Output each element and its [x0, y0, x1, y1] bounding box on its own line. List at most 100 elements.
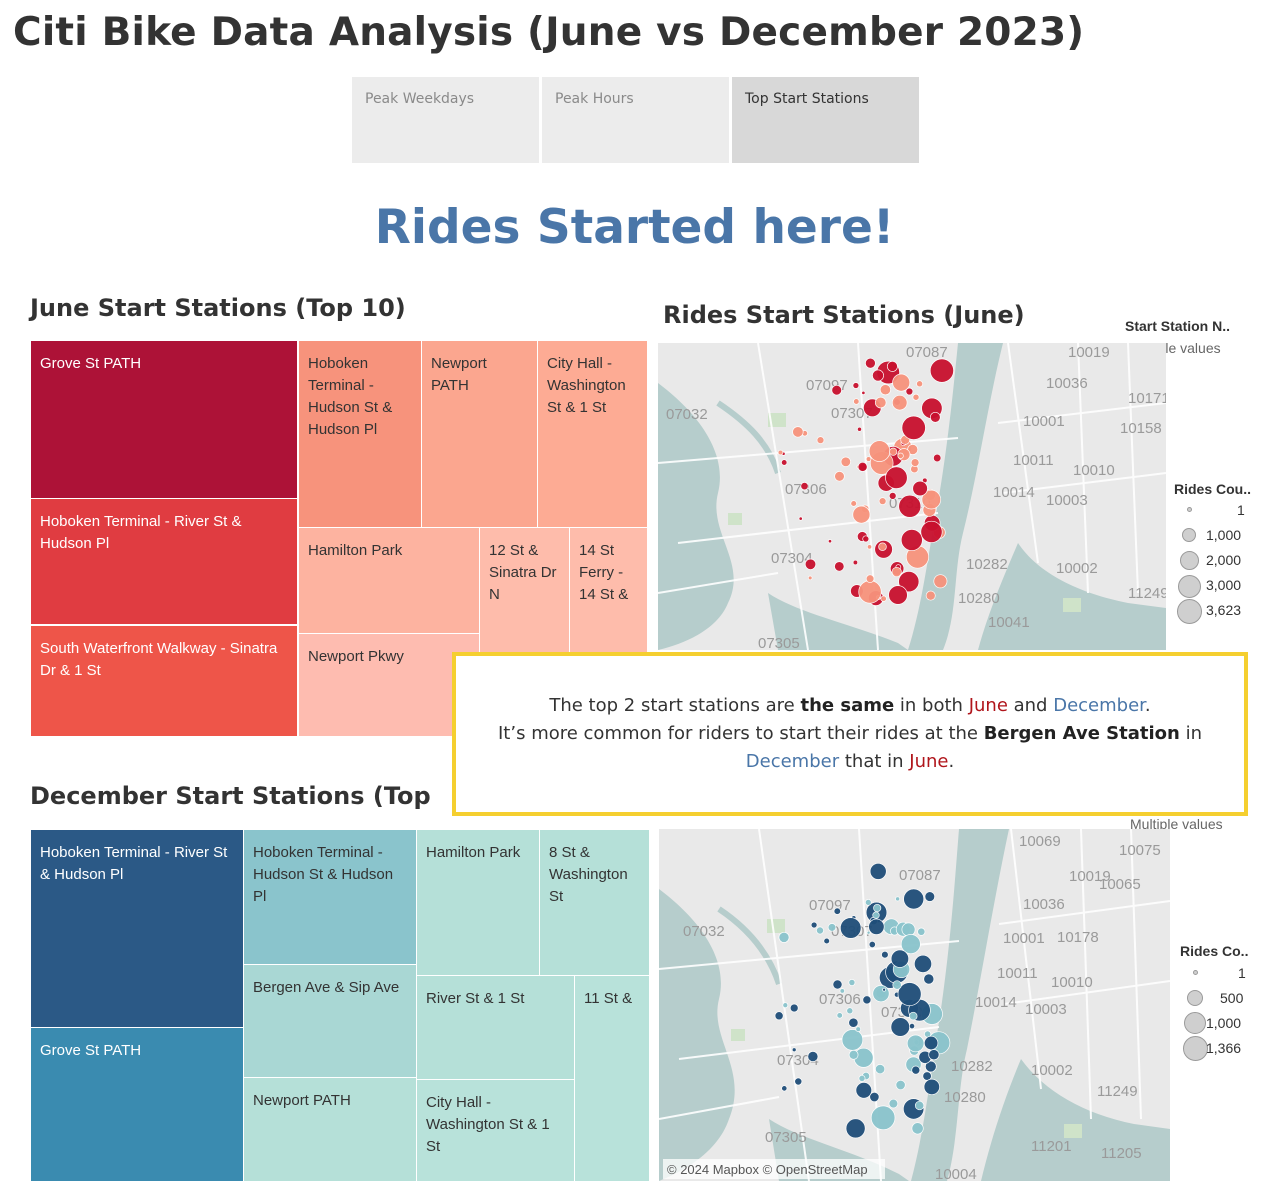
station-dot[interactable]: [868, 918, 885, 935]
station-dot[interactable]: [886, 360, 898, 372]
treemap-cell[interactable]: Newport PATH: [243, 1077, 417, 1182]
treemap-cell[interactable]: Grove St PATH: [30, 1027, 244, 1182]
treemap-cell[interactable]: Bergen Ave & Sip Ave: [243, 964, 417, 1078]
treemap-cell[interactable]: Newport Pkwy: [298, 633, 480, 737]
station-dot[interactable]: [869, 862, 887, 880]
station-dot[interactable]: [865, 357, 876, 369]
treemap-cell[interactable]: Hoboken Terminal - River St & Hudson Pl: [30, 829, 244, 1028]
station-dot[interactable]: [913, 954, 933, 973]
station-dot[interactable]: [848, 979, 856, 986]
station-dot[interactable]: [872, 911, 880, 919]
station-dot[interactable]: [848, 1049, 859, 1060]
station-dot[interactable]: [901, 415, 926, 440]
station-dot[interactable]: [866, 930, 871, 935]
station-dot[interactable]: [852, 559, 859, 566]
station-dot[interactable]: [908, 1023, 916, 1030]
station-dot[interactable]: [898, 571, 920, 593]
station-dot[interactable]: [888, 585, 908, 605]
station-dot[interactable]: [781, 459, 788, 466]
treemap-cell[interactable]: 11 St &: [574, 975, 650, 1182]
station-dot[interactable]: [816, 436, 825, 444]
treemap-cell[interactable]: City Hall - Washington St & 1 St: [416, 1079, 575, 1182]
station-dot[interactable]: [895, 1079, 906, 1091]
station-dot[interactable]: [898, 494, 922, 518]
station-dot[interactable]: [839, 988, 845, 994]
station-dot[interactable]: [933, 453, 942, 463]
station-dot[interactable]: [903, 888, 925, 910]
station-dot[interactable]: [870, 1105, 896, 1131]
station-dot[interactable]: [869, 1091, 880, 1103]
station-dot[interactable]: [846, 1007, 854, 1015]
station-dot[interactable]: [794, 1077, 803, 1086]
station-dot[interactable]: [908, 1011, 918, 1021]
station-dot[interactable]: [892, 373, 911, 392]
station-dot[interactable]: [810, 921, 818, 929]
station-dot[interactable]: [841, 1029, 864, 1051]
station-dot[interactable]: [901, 922, 916, 937]
station-dot[interactable]: [891, 394, 908, 411]
station-dot[interactable]: [879, 384, 891, 396]
december-map[interactable]: 10069 10075 07087 10019 10065 07097 1003…: [659, 829, 1170, 1181]
station-dot[interactable]: [858, 580, 882, 604]
station-dot[interactable]: [891, 566, 902, 578]
station-dot[interactable]: [906, 1034, 925, 1053]
station-dot[interactable]: [911, 1065, 921, 1075]
station-dot[interactable]: [911, 1122, 924, 1135]
station-dot[interactable]: [791, 1047, 797, 1053]
station-dot[interactable]: [778, 931, 790, 943]
station-dot[interactable]: [833, 907, 841, 915]
station-dot[interactable]: [921, 489, 942, 510]
station-dot[interactable]: [872, 985, 890, 1003]
station-dot[interactable]: [853, 398, 860, 405]
treemap-cell[interactable]: Newport PATH: [421, 340, 538, 528]
treemap-cell[interactable]: Hoboken Terminal - Hudson St & Hudson Pl: [298, 340, 422, 528]
station-dot[interactable]: [924, 1060, 937, 1073]
station-dot[interactable]: [857, 461, 868, 472]
station-dot[interactable]: [923, 1078, 940, 1096]
station-dot[interactable]: [928, 1049, 940, 1061]
station-dot[interactable]: [878, 497, 887, 505]
station-dot[interactable]: [905, 387, 914, 396]
treemap-cell[interactable]: South Waterfront Walkway - Sinatra Dr & …: [30, 625, 298, 737]
station-dot[interactable]: [890, 949, 910, 968]
station-dot[interactable]: [900, 934, 921, 955]
station-dot[interactable]: [834, 561, 845, 572]
station-dot[interactable]: [874, 396, 887, 409]
station-dot[interactable]: [861, 390, 866, 395]
station-dot[interactable]: [845, 1118, 866, 1139]
station-dot[interactable]: [855, 1082, 873, 1099]
treemap-cell[interactable]: Hamilton Park: [416, 829, 540, 976]
station-dot[interactable]: [827, 539, 833, 544]
treemap-cell[interactable]: Grove St PATH: [30, 340, 298, 499]
station-dot[interactable]: [857, 426, 862, 432]
station-dot[interactable]: [916, 380, 924, 388]
station-dot[interactable]: [789, 1003, 799, 1013]
station-dot[interactable]: [823, 937, 830, 945]
station-dot[interactable]: [920, 520, 943, 543]
station-dot[interactable]: [900, 529, 923, 551]
station-dot[interactable]: [852, 382, 860, 389]
station-filter-value-december[interactable]: Multiple values: [1130, 816, 1223, 832]
station-dot[interactable]: [866, 544, 873, 550]
treemap-cell[interactable]: River St & 1 St: [416, 975, 575, 1080]
station-dot[interactable]: [777, 449, 784, 456]
station-dot[interactable]: [889, 447, 898, 456]
station-dot[interactable]: [933, 574, 948, 589]
station-dot[interactable]: [792, 426, 804, 438]
station-dot[interactable]: [910, 458, 920, 467]
station-dot[interactable]: [897, 982, 922, 1007]
station-dot[interactable]: [862, 535, 870, 543]
station-dot[interactable]: [914, 1100, 925, 1111]
station-dot[interactable]: [925, 590, 936, 601]
station-dot[interactable]: [832, 979, 843, 990]
station-dot[interactable]: [897, 452, 904, 459]
station-dot[interactable]: [850, 500, 857, 507]
station-dot[interactable]: [807, 575, 813, 581]
station-dot[interactable]: [881, 950, 889, 959]
station-dot[interactable]: [924, 891, 936, 902]
station-dot[interactable]: [868, 440, 891, 462]
station-dot[interactable]: [807, 1051, 819, 1062]
station-dot[interactable]: [839, 917, 862, 939]
station-dot[interactable]: [895, 896, 901, 902]
station-dot[interactable]: [782, 1002, 789, 1009]
